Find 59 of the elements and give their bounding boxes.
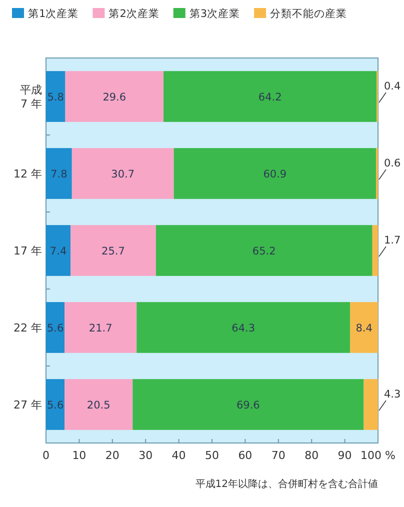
x-tick-label: 10	[72, 449, 86, 462]
bar	[70, 225, 156, 276]
bar	[164, 71, 377, 122]
y-tick-label: 22 年	[14, 322, 42, 334]
x-tick-label: 20	[105, 449, 120, 462]
data-label: 64.3	[232, 322, 256, 334]
bar	[46, 71, 66, 122]
data-label: 64.2	[258, 92, 282, 104]
data-label: 7.8	[50, 168, 68, 180]
bar	[136, 302, 350, 353]
legend-label: 第3次産業	[189, 7, 240, 20]
bar	[46, 379, 65, 430]
legend-label: 第1次産業	[28, 7, 79, 20]
bar	[46, 302, 65, 353]
bar	[64, 379, 133, 430]
x-tick-label: 70	[271, 449, 286, 462]
bar	[372, 225, 378, 276]
data-label: 5.8	[47, 92, 64, 104]
bar	[174, 148, 376, 199]
bar	[46, 225, 71, 276]
legend-label: 分類不能の産業	[270, 7, 348, 20]
x-tick-label: 40	[172, 449, 186, 462]
data-label: 4.3	[384, 388, 401, 400]
data-label: 1.7	[384, 234, 401, 246]
bar	[64, 302, 137, 353]
y-tick-label: 27 年	[14, 398, 42, 412]
data-label: 0.6	[384, 158, 402, 170]
x-tick-label: 30	[138, 449, 153, 462]
data-label: 25.7	[102, 246, 125, 258]
data-label: 0.4	[384, 80, 402, 92]
bar	[364, 379, 378, 430]
data-label: 5.6	[46, 400, 64, 412]
x-tick-label: 0	[42, 449, 50, 462]
bar	[72, 148, 174, 199]
data-label: 65.2	[252, 246, 276, 258]
y-tick-label: 12 年	[14, 168, 42, 180]
data-label: 30.7	[111, 168, 135, 180]
x-tick-label: 50	[205, 449, 219, 462]
data-label: 7.4	[50, 246, 67, 258]
x-tick-label: 60	[238, 449, 252, 462]
bar	[46, 148, 72, 199]
data-label: 21.7	[88, 322, 112, 334]
text: 平成12年以降は、合併町村を含む合計値	[195, 478, 378, 490]
data-label: 69.6	[236, 400, 260, 412]
x-tick-label: 90	[338, 449, 352, 462]
x-tick-label: 100 %	[360, 449, 396, 462]
bar	[350, 302, 378, 353]
bar	[65, 71, 164, 122]
bar	[132, 379, 364, 430]
bar	[156, 225, 372, 276]
x-tick-label: 80	[304, 449, 319, 462]
legend-label: 第2次産業	[108, 7, 160, 20]
y-tick-label: 17 年	[14, 244, 42, 258]
data-label: 60.9	[263, 168, 287, 180]
data-label: 29.6	[102, 92, 126, 104]
data-label: 8.4	[356, 322, 373, 334]
data-label: 5.6	[46, 322, 64, 334]
data-label: 20.5	[86, 400, 110, 412]
y-tick-label: 平成 7 年	[20, 84, 42, 110]
